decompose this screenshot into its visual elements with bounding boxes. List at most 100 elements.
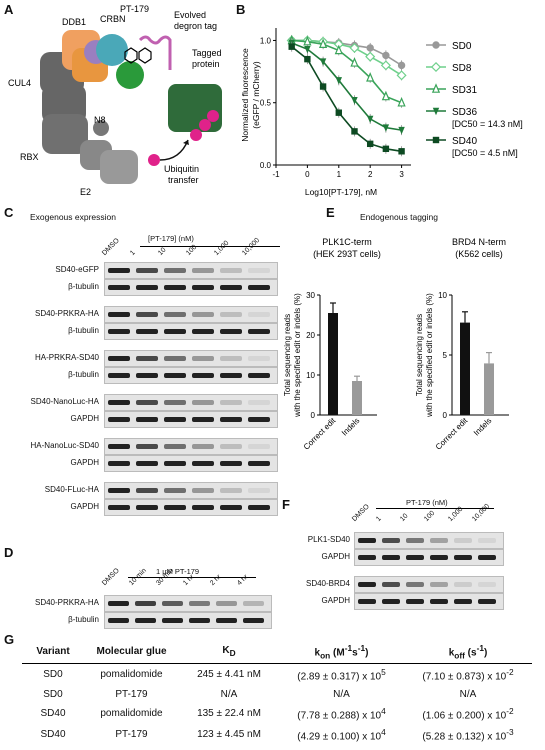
blot-band	[220, 505, 242, 510]
chart-b-point-sd0	[366, 44, 374, 52]
blot-band	[108, 444, 130, 449]
panel-e-bar-charts: PLK1C-term (HEK 293T cells) Total sequenci…	[283, 237, 509, 452]
chart-b-dc50-annotation: [DC50 = 4.5 nM]	[452, 148, 518, 158]
panel-e-ylabel: Total sequencing reads	[415, 314, 424, 396]
blot-band	[248, 505, 270, 510]
chart-b-ytick: 0.5	[260, 99, 272, 108]
legend-label-sd31: SD31	[452, 85, 477, 96]
blot-row-label: β-tubulin	[68, 282, 99, 291]
table-cell: (7.78 ± 0.288) x 104	[297, 705, 386, 721]
table-cell: 135 ± 22.4 nM	[197, 707, 261, 719]
blot-band	[164, 329, 186, 334]
blot-band	[220, 373, 242, 378]
blot-strip	[104, 350, 278, 367]
blot-band	[108, 461, 130, 466]
col-kon: kon (M-1s-1)	[279, 640, 404, 665]
col-koff: koff (s-1)	[404, 640, 532, 665]
blot-band	[406, 582, 424, 587]
blot-band	[164, 444, 186, 449]
panel-e-chart-subtitle: (HEK 293T cells)	[313, 249, 381, 259]
blot-band	[220, 461, 242, 466]
panel-d-bracket	[128, 577, 256, 578]
chart-b-point-sd40	[351, 128, 358, 135]
n8-label: N8	[94, 115, 106, 125]
ubiq-label: Ubiquitin	[164, 164, 199, 174]
degron-label: Evolved	[174, 10, 206, 20]
blot-band	[382, 555, 400, 560]
legend-label-sd8: SD8	[452, 63, 472, 74]
pt179-label: PT-179	[120, 4, 149, 14]
blot-band	[108, 488, 130, 493]
tagged-protein	[168, 84, 222, 132]
panel-f-treatment: PT-179 (nM)	[406, 498, 448, 507]
blot-band	[136, 329, 158, 334]
table-cell: PT-179	[115, 729, 148, 741]
blot-row-label: SD40-eGFP	[55, 265, 99, 274]
blot-band	[248, 356, 270, 361]
blot-band	[192, 356, 214, 361]
blot-band	[136, 417, 158, 422]
blot-band	[382, 538, 400, 543]
blot-band	[108, 312, 130, 317]
blot-band	[136, 285, 158, 290]
chart-b-point-sd31	[350, 57, 359, 67]
chart-b-point-sd36	[319, 58, 327, 66]
chart-b-point-sd8	[349, 42, 360, 53]
blot-band	[248, 444, 270, 449]
blot-band	[220, 488, 242, 493]
blot-band	[108, 601, 129, 606]
chart-b-xtick: -1	[272, 170, 280, 179]
lane-label: 1	[129, 249, 137, 257]
blot-band	[108, 618, 129, 623]
chart-b-point-sd36	[304, 45, 311, 54]
chart-b-legend: SD0 SD8 SD31 SD36 SD40 [DC50 = 14.3 nM] [DC50 …	[426, 41, 523, 158]
crbn-protein	[96, 34, 128, 66]
blot-band	[108, 505, 130, 510]
panel-e-title: Endogenous tagging	[360, 212, 438, 222]
panel-e-xtick: Indels	[340, 416, 361, 437]
blot-strip	[104, 262, 278, 279]
table-cell: SD40	[40, 729, 66, 741]
blot-band	[164, 461, 186, 466]
panel-e-bar	[328, 313, 338, 415]
blot-band	[454, 582, 472, 587]
blot-band	[406, 555, 424, 560]
blot-band	[220, 285, 242, 290]
blot-band	[164, 505, 186, 510]
blot-band	[189, 618, 210, 623]
blot-band	[248, 373, 270, 378]
crbn-label: CRBN	[100, 14, 126, 24]
chart-b-point-sd0	[397, 61, 406, 70]
legend-label-sd40: SD40	[452, 136, 477, 147]
blot-row-label: GAPDH	[321, 596, 350, 605]
blot-band	[430, 555, 448, 560]
panel-b-dose-response-chart: -1 0 1 2 30.00.51.0 Normalized fluorescence …	[240, 28, 523, 197]
panel-d-treatment: 1 μM PT-179	[156, 567, 200, 576]
blot-band	[454, 555, 472, 560]
chart-b-ytick: 0.0	[260, 161, 272, 170]
blot-strip	[354, 576, 504, 593]
panel-e-xtick: Correct edit	[434, 416, 470, 452]
lane-label: 10,000	[471, 502, 492, 523]
chart-b-point-sd0	[382, 51, 390, 60]
blot-row-label: GAPDH	[70, 458, 99, 467]
blot-band	[164, 356, 186, 361]
blot-band	[192, 268, 214, 273]
chart-b-point-sd8	[380, 60, 391, 71]
col-glue: Molecular glue	[84, 640, 179, 665]
table-cell: SD0	[43, 669, 63, 681]
table-cell: (5.28 ± 0.132) x 10-3	[422, 726, 514, 743]
blot-strip	[104, 499, 278, 516]
blot-band	[135, 601, 156, 606]
blot-band	[358, 599, 376, 604]
blot-strip	[104, 306, 278, 323]
blot-row-label: SD40-FLuc-HA	[44, 485, 99, 494]
blot-band	[108, 400, 130, 405]
blot-strip	[104, 455, 278, 472]
blot-strip	[104, 367, 278, 384]
panel-e-bar	[460, 322, 470, 415]
panel-g-kinetics-table: Variant Molecular glue KD kon (M-1s-1) k…	[22, 640, 532, 745]
blot-band	[454, 599, 472, 604]
blot-band	[192, 444, 214, 449]
blot-band	[136, 312, 158, 317]
